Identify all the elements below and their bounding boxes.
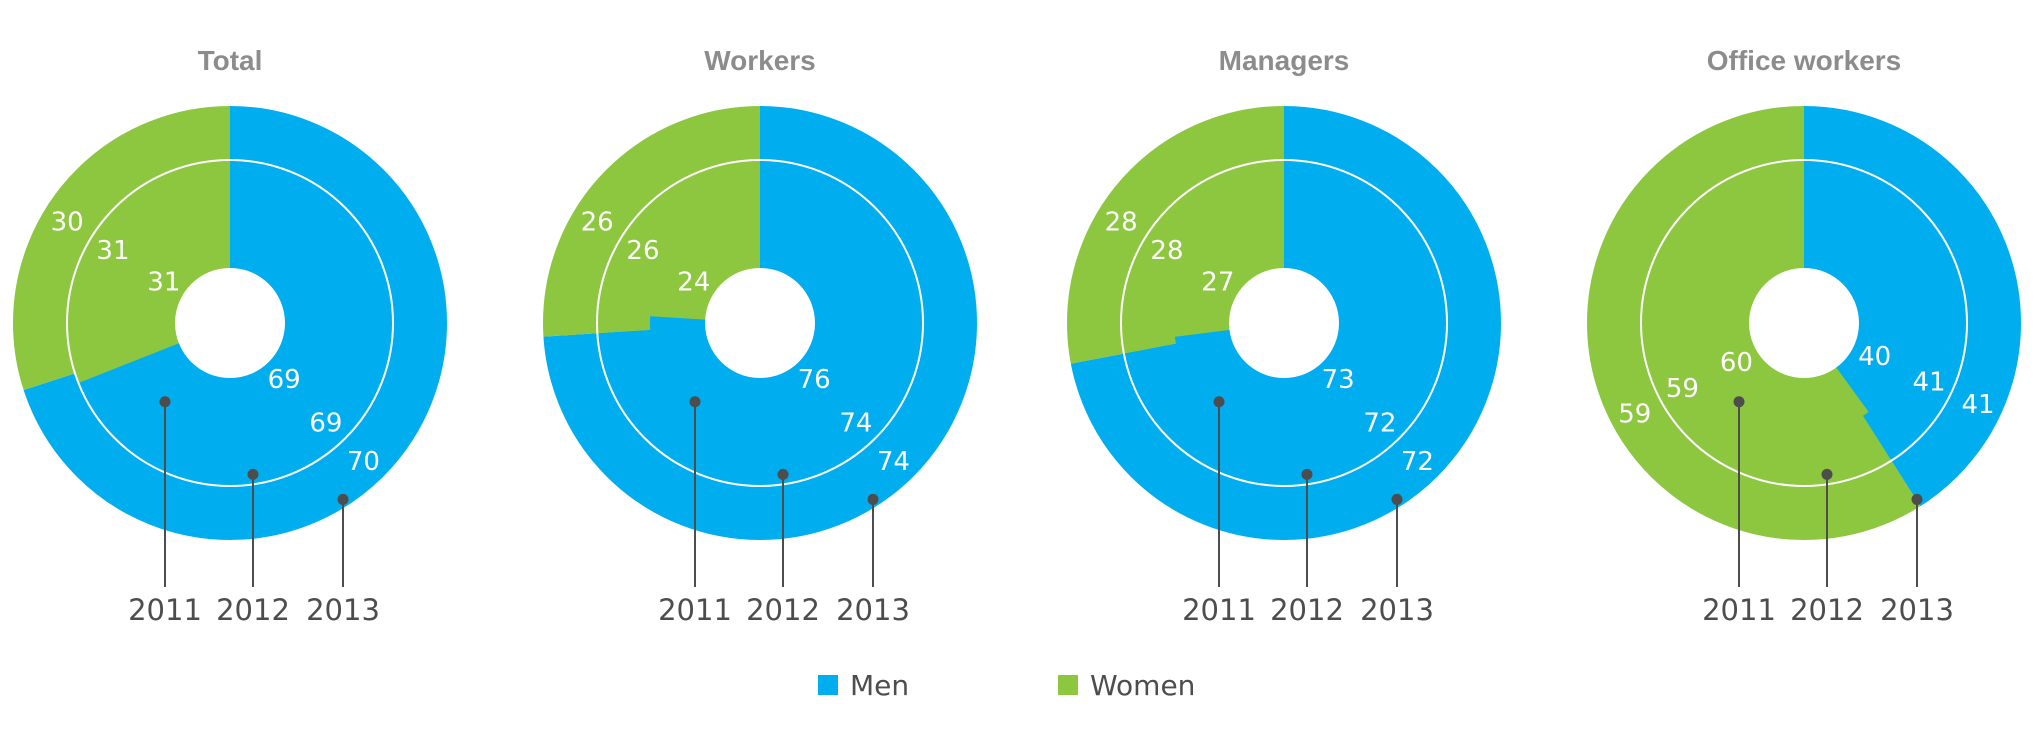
ring-divider <box>11 104 449 542</box>
value-label-men-2012: 72 <box>1363 408 1396 438</box>
value-label-men-2012: 74 <box>839 408 872 438</box>
ring-divider <box>1065 104 1503 542</box>
value-label-men-2011: 69 <box>268 365 301 395</box>
donut-chart-0: Total 69 31 69 31 70 30 2011 2012 2013 <box>11 45 449 627</box>
value-label-men-2011: 40 <box>1858 342 1891 372</box>
chart-title: Workers <box>704 45 816 76</box>
year-label-2011: 2011 <box>1702 593 1776 627</box>
value-label-men-2011: 76 <box>798 365 831 395</box>
year-label-2012: 2012 <box>746 593 820 627</box>
value-label-men-2012: 41 <box>1913 367 1946 397</box>
value-label-men-2013: 74 <box>877 447 910 477</box>
ring-divider <box>1120 159 1448 487</box>
donut-chart-2: Managers 73 27 72 28 72 28 2011 2012 2013 <box>1065 45 1503 627</box>
value-label-men-2012: 69 <box>309 408 342 438</box>
value-label-women-2011: 31 <box>147 268 180 298</box>
leader-dot-2012 <box>1301 468 1313 480</box>
donut-hole <box>1229 268 1339 378</box>
value-label-women-2013: 26 <box>581 207 614 237</box>
value-label-women-2013: 30 <box>51 207 84 237</box>
leader-dot-2013 <box>1391 493 1403 505</box>
year-label-2012: 2012 <box>1790 593 1864 627</box>
leader-dot-2013 <box>867 493 879 505</box>
leader-dot-2013 <box>1911 493 1923 505</box>
donut-chart-1: Workers 76 24 74 26 74 26 2011 2012 2013 <box>541 45 979 627</box>
leader-dot-2013 <box>337 493 349 505</box>
value-label-women-2011: 60 <box>1720 348 1753 378</box>
value-label-men-2011: 73 <box>1322 365 1355 395</box>
leader-dot-2012 <box>777 468 789 480</box>
value-label-women-2012: 31 <box>96 236 129 266</box>
year-label-2011: 2011 <box>658 593 732 627</box>
ring-divider <box>66 159 394 487</box>
legend-label-men: Men <box>850 669 909 702</box>
chart-title: Total <box>198 45 263 76</box>
value-label-women-2012: 28 <box>1150 236 1183 266</box>
donut-chart-3: Office workers 40 60 41 59 41 59 2011 2012 2013 <box>1585 45 2023 627</box>
year-label-2013: 2013 <box>836 593 910 627</box>
value-label-women-2013: 28 <box>1105 207 1138 237</box>
leader-dot-2011 <box>159 396 171 408</box>
year-label-2012: 2012 <box>216 593 290 627</box>
year-label-2013: 2013 <box>306 593 380 627</box>
value-label-men-2013: 41 <box>1961 390 1994 420</box>
leader-dot-2011 <box>1213 396 1225 408</box>
legend: Men Women <box>818 669 1195 702</box>
ring-divider <box>541 104 979 542</box>
chart-title: Office workers <box>1707 45 1902 76</box>
year-label-2012: 2012 <box>1270 593 1344 627</box>
donut-hole <box>705 268 815 378</box>
value-label-women-2011: 24 <box>677 268 710 298</box>
donut-hole <box>175 268 285 378</box>
ring-divider <box>1640 159 1968 487</box>
year-label-2013: 2013 <box>1360 593 1434 627</box>
leader-dot-2012 <box>1821 468 1833 480</box>
value-label-men-2013: 72 <box>1401 447 1434 477</box>
value-label-women-2012: 59 <box>1666 374 1699 404</box>
ring-divider <box>596 159 924 487</box>
value-label-women-2013: 59 <box>1618 400 1651 430</box>
leader-dot-2011 <box>689 396 701 408</box>
donut-hole <box>1749 268 1859 378</box>
year-label-2013: 2013 <box>1880 593 1954 627</box>
legend-label-women: Women <box>1090 669 1195 702</box>
leader-dot-2011 <box>1733 396 1745 408</box>
value-label-men-2013: 70 <box>347 447 380 477</box>
legend-swatch-men <box>818 675 838 695</box>
leader-dot-2012 <box>247 468 259 480</box>
year-label-2011: 2011 <box>1182 593 1256 627</box>
value-label-women-2012: 26 <box>626 236 659 266</box>
slice-men-2011 <box>1804 212 1915 412</box>
legend-swatch-women <box>1058 675 1078 695</box>
ring-divider <box>1585 104 2023 542</box>
value-label-women-2011: 27 <box>1201 268 1234 298</box>
year-label-2011: 2011 <box>128 593 202 627</box>
chart-title: Managers <box>1219 45 1350 76</box>
